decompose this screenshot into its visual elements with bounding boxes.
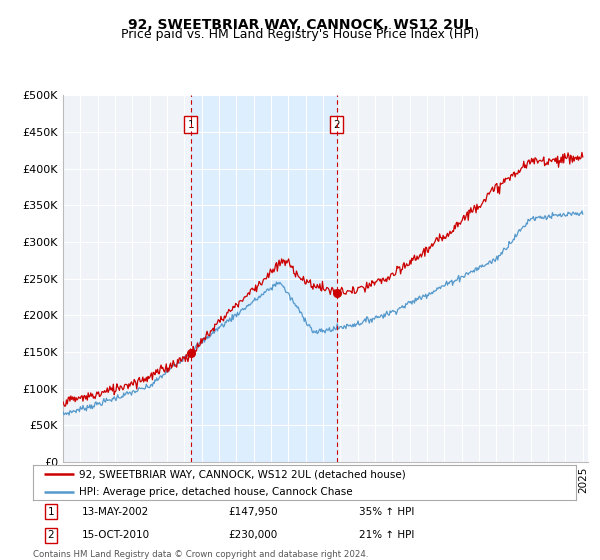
Text: 1: 1 (47, 507, 54, 517)
Text: 92, SWEETBRIAR WAY, CANNOCK, WS12 2UL: 92, SWEETBRIAR WAY, CANNOCK, WS12 2UL (128, 18, 473, 32)
Text: HPI: Average price, detached house, Cannock Chase: HPI: Average price, detached house, Cann… (79, 487, 353, 497)
Text: 1: 1 (187, 119, 194, 129)
Text: Contains HM Land Registry data © Crown copyright and database right 2024.
This d: Contains HM Land Registry data © Crown c… (33, 550, 368, 560)
Text: Price paid vs. HM Land Registry's House Price Index (HPI): Price paid vs. HM Land Registry's House … (121, 28, 479, 41)
Text: 35% ↑ HPI: 35% ↑ HPI (359, 507, 414, 517)
Text: £230,000: £230,000 (229, 530, 278, 540)
Bar (191, 95, 337, 462)
Text: 13-MAY-2002: 13-MAY-2002 (82, 507, 149, 517)
Text: 21% ↑ HPI: 21% ↑ HPI (359, 530, 414, 540)
Text: 2: 2 (333, 119, 340, 129)
Text: £147,950: £147,950 (229, 507, 278, 517)
Text: 2: 2 (47, 530, 54, 540)
Text: 15-OCT-2010: 15-OCT-2010 (82, 530, 150, 540)
Text: 92, SWEETBRIAR WAY, CANNOCK, WS12 2UL (detached house): 92, SWEETBRIAR WAY, CANNOCK, WS12 2UL (d… (79, 470, 406, 480)
